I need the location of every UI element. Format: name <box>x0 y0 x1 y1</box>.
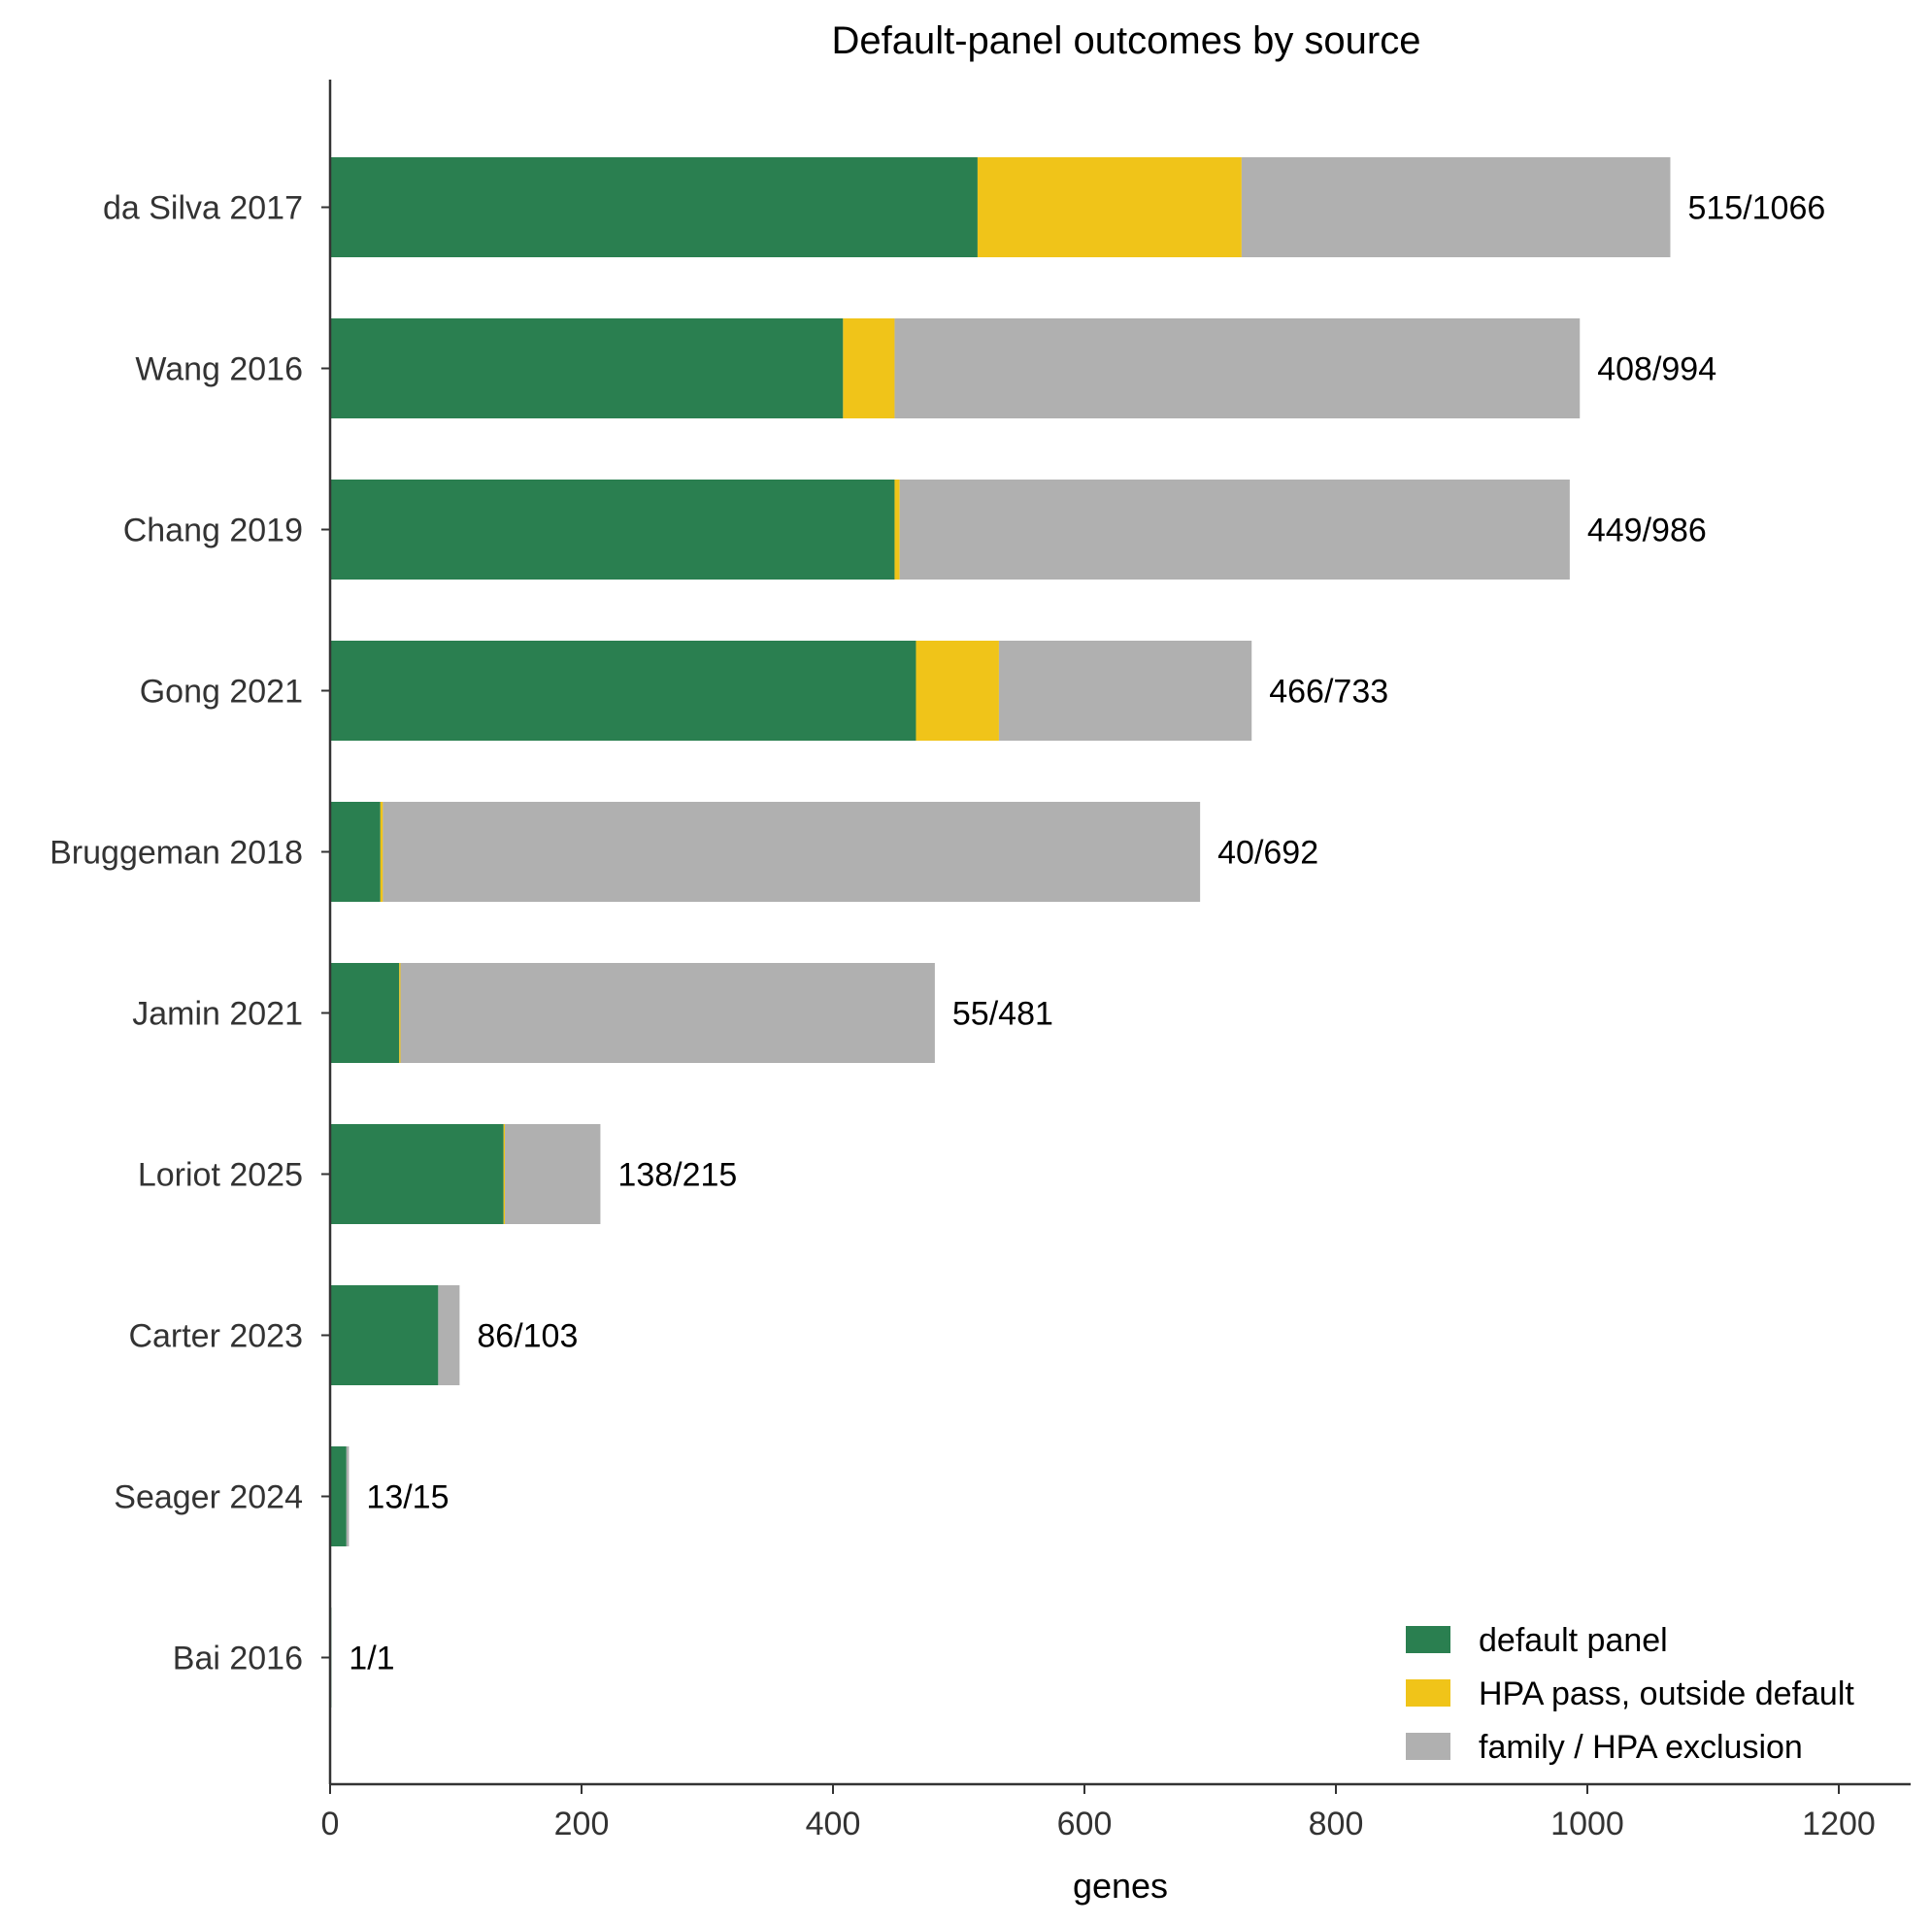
chart-title: Default-panel outcomes by source <box>832 19 1421 62</box>
bar-segment <box>899 480 1570 580</box>
bar-data-label: 138/215 <box>617 1157 737 1194</box>
x-tick-label: 0 <box>321 1806 340 1842</box>
bar-segment <box>330 963 400 1063</box>
bar-data-label: 408/994 <box>1597 351 1716 388</box>
x-tick-label: 800 <box>1309 1806 1364 1842</box>
bar-segment <box>346 1446 350 1546</box>
bar-segment <box>400 963 935 1063</box>
bar-segment <box>380 802 383 902</box>
y-tick-label: Loriot 2025 <box>138 1157 303 1194</box>
bar-data-label: 1/1 <box>349 1641 394 1677</box>
legend-swatch <box>1406 1733 1450 1760</box>
bar-data-label: 515/1066 <box>1687 190 1825 227</box>
bar-segment <box>438 1285 460 1385</box>
legend-swatch <box>1406 1679 1450 1707</box>
x-tick-label: 200 <box>554 1806 610 1842</box>
bar-segment <box>330 802 381 902</box>
y-tick-label: Wang 2016 <box>135 351 303 388</box>
x-axis: 0 200 400 600 800 1000 1200 <box>321 1782 1911 1842</box>
bar-segment <box>330 157 978 257</box>
y-tick-label: Gong 2021 <box>140 674 303 711</box>
bar-segment <box>330 1285 439 1385</box>
legend: default panel HPA pass, outside default fa… <box>1406 1622 1854 1766</box>
bar-data-label: 449/986 <box>1587 513 1707 549</box>
legend-swatch <box>1406 1626 1450 1653</box>
bar-segment <box>977 157 1242 257</box>
bar-data-label: 13/15 <box>366 1479 449 1516</box>
bar-segment <box>505 1124 601 1224</box>
x-tick-label: 400 <box>806 1806 861 1842</box>
bar-data-label: 466/733 <box>1269 674 1388 711</box>
y-tick-label: Bruggeman 2018 <box>50 835 303 872</box>
bar-segment <box>330 1124 504 1224</box>
bar-segment <box>399 963 401 1063</box>
legend-label: HPA pass, outside default <box>1479 1675 1854 1712</box>
bar-segment <box>330 318 844 418</box>
y-tick-label: Chang 2019 <box>123 513 303 549</box>
data-labels-layer: 515/1066 408/994 449/986 466/733 40/692 55/48… <box>349 190 1825 1677</box>
legend-label: family / HPA exclusion <box>1479 1729 1803 1766</box>
bar-segment <box>330 1446 347 1546</box>
bar-segment <box>1241 157 1671 257</box>
y-tick-label: Carter 2023 <box>128 1318 303 1355</box>
y-tick-label: Jamin 2021 <box>132 996 303 1033</box>
bar-segment <box>998 641 1252 741</box>
x-tick-label: 1000 <box>1550 1806 1624 1842</box>
y-axis: da Silva 2017 Wang 2016 Chang 2019 Gong 202… <box>50 80 332 1784</box>
y-tick-label: Bai 2016 <box>173 1641 303 1677</box>
x-tick-label: 600 <box>1057 1806 1113 1842</box>
x-axis-label: genes <box>1073 1866 1168 1906</box>
bar-segment <box>894 480 900 580</box>
bar-segment <box>330 641 916 741</box>
bar-segment <box>916 641 999 741</box>
bar-segment <box>843 318 895 418</box>
bar-data-label: 55/481 <box>952 996 1053 1033</box>
bars-layer <box>330 157 1671 1708</box>
bar-segment <box>894 318 1581 418</box>
bar-segment <box>503 1124 506 1224</box>
bar-segment <box>383 802 1201 902</box>
bar-segment <box>330 480 895 580</box>
y-tick-label: da Silva 2017 <box>103 190 303 227</box>
bar-data-label: 40/692 <box>1217 835 1318 872</box>
legend-label: default panel <box>1479 1622 1668 1659</box>
y-tick-label: Seager 2024 <box>114 1479 303 1516</box>
bar-data-label: 86/103 <box>477 1318 578 1355</box>
x-tick-label: 1200 <box>1802 1806 1876 1842</box>
